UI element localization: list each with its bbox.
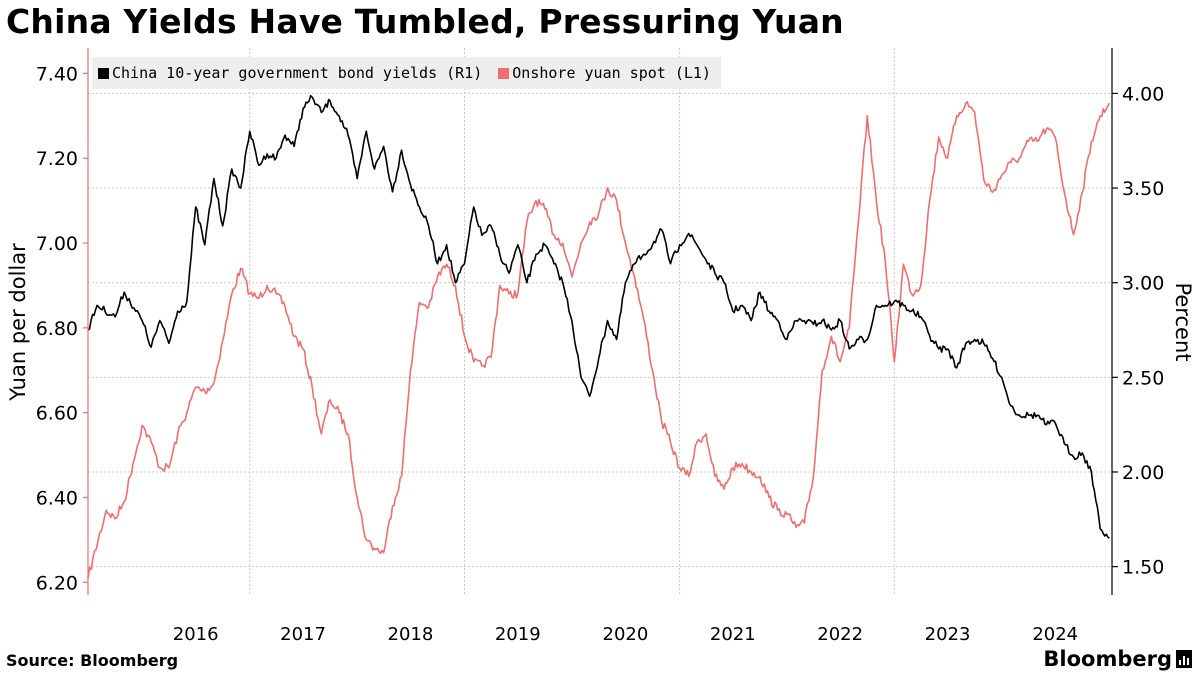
series-line-yield [87, 94, 1110, 539]
x-tick-label: 2019 [495, 624, 541, 645]
x-tick-label: 2020 [603, 624, 649, 645]
right-tick-label: 2.50 [1122, 367, 1164, 389]
right-tick-label: 3.00 [1122, 273, 1164, 295]
x-tick-label: 2022 [817, 624, 863, 645]
chart-title: China Yields Have Tumbled, Pressuring Yu… [6, 2, 844, 41]
left-tick-label: 7.00 [36, 233, 78, 255]
chart-bars-icon [1176, 650, 1192, 668]
legend-item-yuan: Onshore yuan spot (L1) [498, 64, 711, 82]
right-tick-label: 3.50 [1122, 178, 1164, 200]
x-tick-label: 2023 [925, 624, 971, 645]
axis-labels: Yuan per dollar Percent 4.00 3.50 3.00 2.50… [6, 63, 1195, 645]
legend-label-yuan: Onshore yuan spot (L1) [512, 64, 711, 82]
legend-label-yield: China 10-year government bond yields (R1… [112, 64, 483, 82]
axes [83, 48, 1118, 595]
right-tick-label: 4.00 [1122, 83, 1164, 105]
left-tick-label: 6.60 [36, 403, 78, 425]
left-tick-label: 6.20 [36, 572, 78, 594]
right-tick-label: 2.00 [1122, 462, 1164, 484]
x-tick-label: 2017 [280, 624, 326, 645]
legend-swatch-yuan [498, 67, 510, 79]
gridlines [88, 48, 1112, 595]
x-tick-label: 2016 [173, 624, 219, 645]
left-tick-label: 7.20 [36, 148, 78, 170]
right-tick-label: 1.50 [1122, 557, 1164, 579]
left-tick-label: 6.80 [36, 318, 78, 340]
source-note: Source: Bloomberg [6, 651, 179, 670]
bloomberg-logo: Bloomberg [1043, 647, 1192, 671]
x-tick-label: 2024 [1032, 624, 1078, 645]
logo-text: Bloomberg [1043, 647, 1172, 671]
legend-swatch-yield [98, 67, 109, 79]
left-tick-label: 7.40 [36, 63, 78, 85]
x-tick-label: 2021 [710, 624, 756, 645]
x-tick-label: 2018 [388, 624, 434, 645]
chart-legend: China 10-year government bond yields (R1… [92, 57, 721, 89]
series-lines [87, 94, 1111, 579]
left-tick-label: 6.40 [36, 487, 78, 509]
left-axis-title: Yuan per dollar [6, 243, 30, 402]
right-axis-title: Percent [1171, 282, 1195, 361]
legend-item-yield: China 10-year government bond yields (R1… [98, 64, 482, 82]
series-line-yuan [87, 101, 1111, 579]
